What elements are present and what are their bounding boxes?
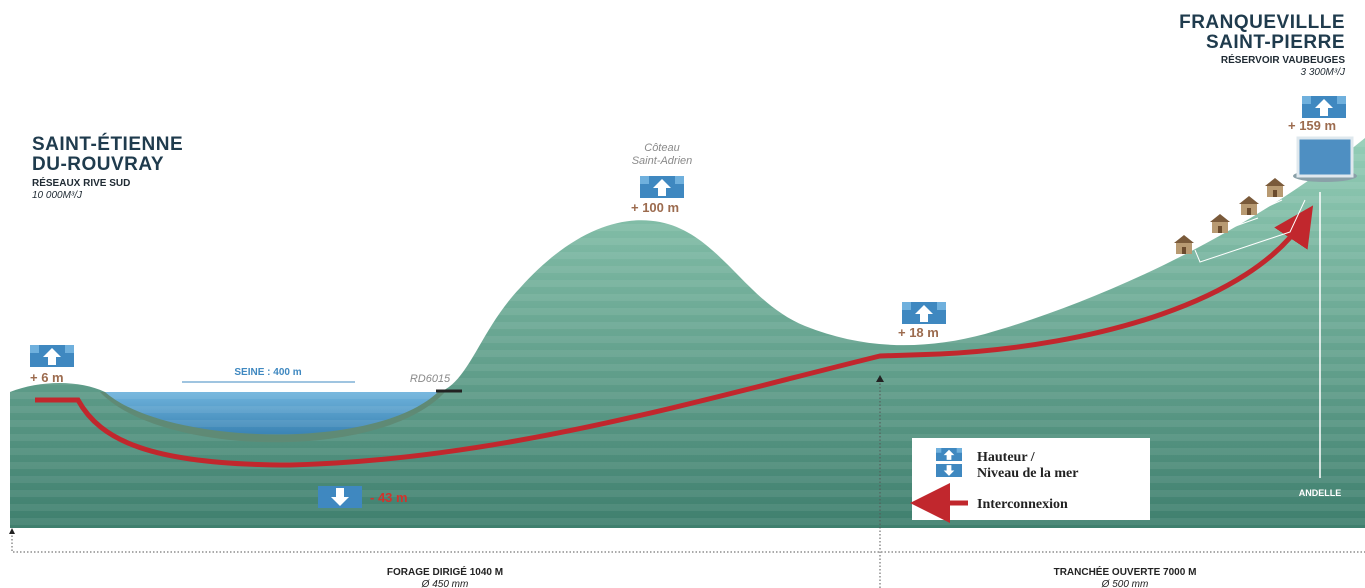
place-capacity: 10 000M³/J (32, 190, 83, 201)
legend-icon (936, 448, 962, 461)
place-name: FRANQUEVILLLE (1179, 12, 1345, 33)
legend-icon (936, 464, 962, 477)
legend-text: Niveau de la mer (977, 466, 1078, 481)
hill-name: Côteau (644, 142, 679, 154)
elevation: + 159 m (1288, 118, 1336, 133)
place-name: DU-ROUVRAY (32, 154, 164, 175)
house (1265, 178, 1285, 197)
legend-text: Interconnexion (977, 497, 1068, 512)
section-diameter: Ø 450 mm (421, 579, 469, 588)
section-lines (11, 380, 1365, 588)
house (1210, 214, 1230, 233)
elevation: + 18 m (898, 325, 939, 340)
up-icon (1302, 96, 1346, 118)
reservoir (1296, 136, 1354, 178)
river-label: SEINE : 400 m (234, 367, 301, 378)
elevation: - 43 m (370, 490, 408, 505)
up-icon (902, 302, 946, 324)
section-diameter: Ø 500 mm (1101, 579, 1149, 588)
place-name: SAINT-ÉTIENNE (32, 133, 183, 155)
place-capacity: 3 300M³/J (1301, 67, 1346, 78)
place-name: SAINT-PIERRE (1206, 32, 1345, 53)
place-network: RÉSEAUX RIVE SUD (32, 176, 130, 189)
elevation: + 100 m (631, 200, 679, 215)
place-network: RÉSERVOIR VAUBEUGES (1221, 53, 1345, 66)
ground-stripes (10, 138, 1365, 528)
interconnection-pipe (35, 205, 1314, 468)
river-stripes (105, 392, 438, 435)
section-method: FORAGE DIRIGÉ 1040 M (387, 565, 503, 578)
road-label: RD6015 (410, 373, 451, 385)
distribution-lines (1194, 181, 1306, 263)
up-icon (30, 345, 74, 367)
hill-name: Saint-Adrien (632, 155, 693, 167)
legend-text: Hauteur / (977, 450, 1036, 465)
section-method: TRANCHÉE OUVERTE 7000 M (1054, 565, 1197, 578)
stream-label: ANDELLE (1299, 488, 1342, 498)
down-icon (318, 486, 362, 508)
up-icon (640, 176, 684, 198)
elevation: + 6 m (30, 370, 64, 385)
house (1239, 196, 1259, 215)
house (1174, 235, 1194, 254)
